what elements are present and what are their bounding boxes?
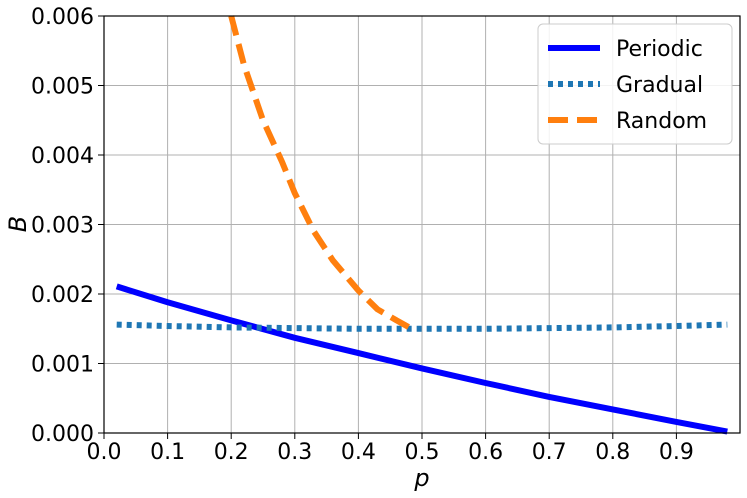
x-tick-label: 0.0 — [87, 440, 122, 465]
legend-label-gradual: Gradual — [616, 73, 703, 98]
x-tick-label: 0.2 — [214, 440, 249, 465]
y-axis-ticks: 0.000 0.001 0.002 0.003 0.004 0.005 0.006 — [31, 5, 104, 447]
legend-label-periodic: Periodic — [616, 37, 703, 62]
y-tick-label: 0.005 — [31, 75, 94, 100]
x-tick-label: 0.7 — [532, 440, 567, 465]
x-tick-label: 0.3 — [277, 440, 312, 465]
legend: Periodic Gradual Random — [537, 23, 733, 145]
x-tick-label: 0.4 — [341, 440, 376, 465]
y-tick-label: 0.004 — [31, 144, 94, 169]
legend-box — [537, 23, 733, 145]
series-line-periodic — [115, 283, 728, 435]
y-tick-label: 0.000 — [31, 422, 94, 447]
series-line-random — [228, 15, 411, 331]
x-axis-ticks: 0.0 0.1 0.2 0.3 0.4 0.5 0.6 0.7 0.8 0.9 — [87, 433, 694, 465]
y-tick-label: 0.006 — [31, 5, 94, 30]
y-tick-label: 0.003 — [31, 214, 94, 239]
x-tick-label: 0.1 — [150, 440, 185, 465]
series-line-gradual — [116, 321, 728, 332]
legend-label-random: Random — [616, 109, 707, 134]
y-tick-label: 0.002 — [31, 283, 94, 308]
y-axis-label: B — [4, 216, 32, 232]
x-tick-label: 0.9 — [659, 440, 694, 465]
x-axis-label: p — [413, 464, 429, 492]
y-tick-label: 0.001 — [31, 353, 94, 378]
x-tick-label: 0.5 — [405, 440, 440, 465]
x-tick-label: 0.8 — [595, 440, 630, 465]
series-lines — [115, 15, 728, 435]
x-tick-label: 0.6 — [468, 440, 503, 465]
